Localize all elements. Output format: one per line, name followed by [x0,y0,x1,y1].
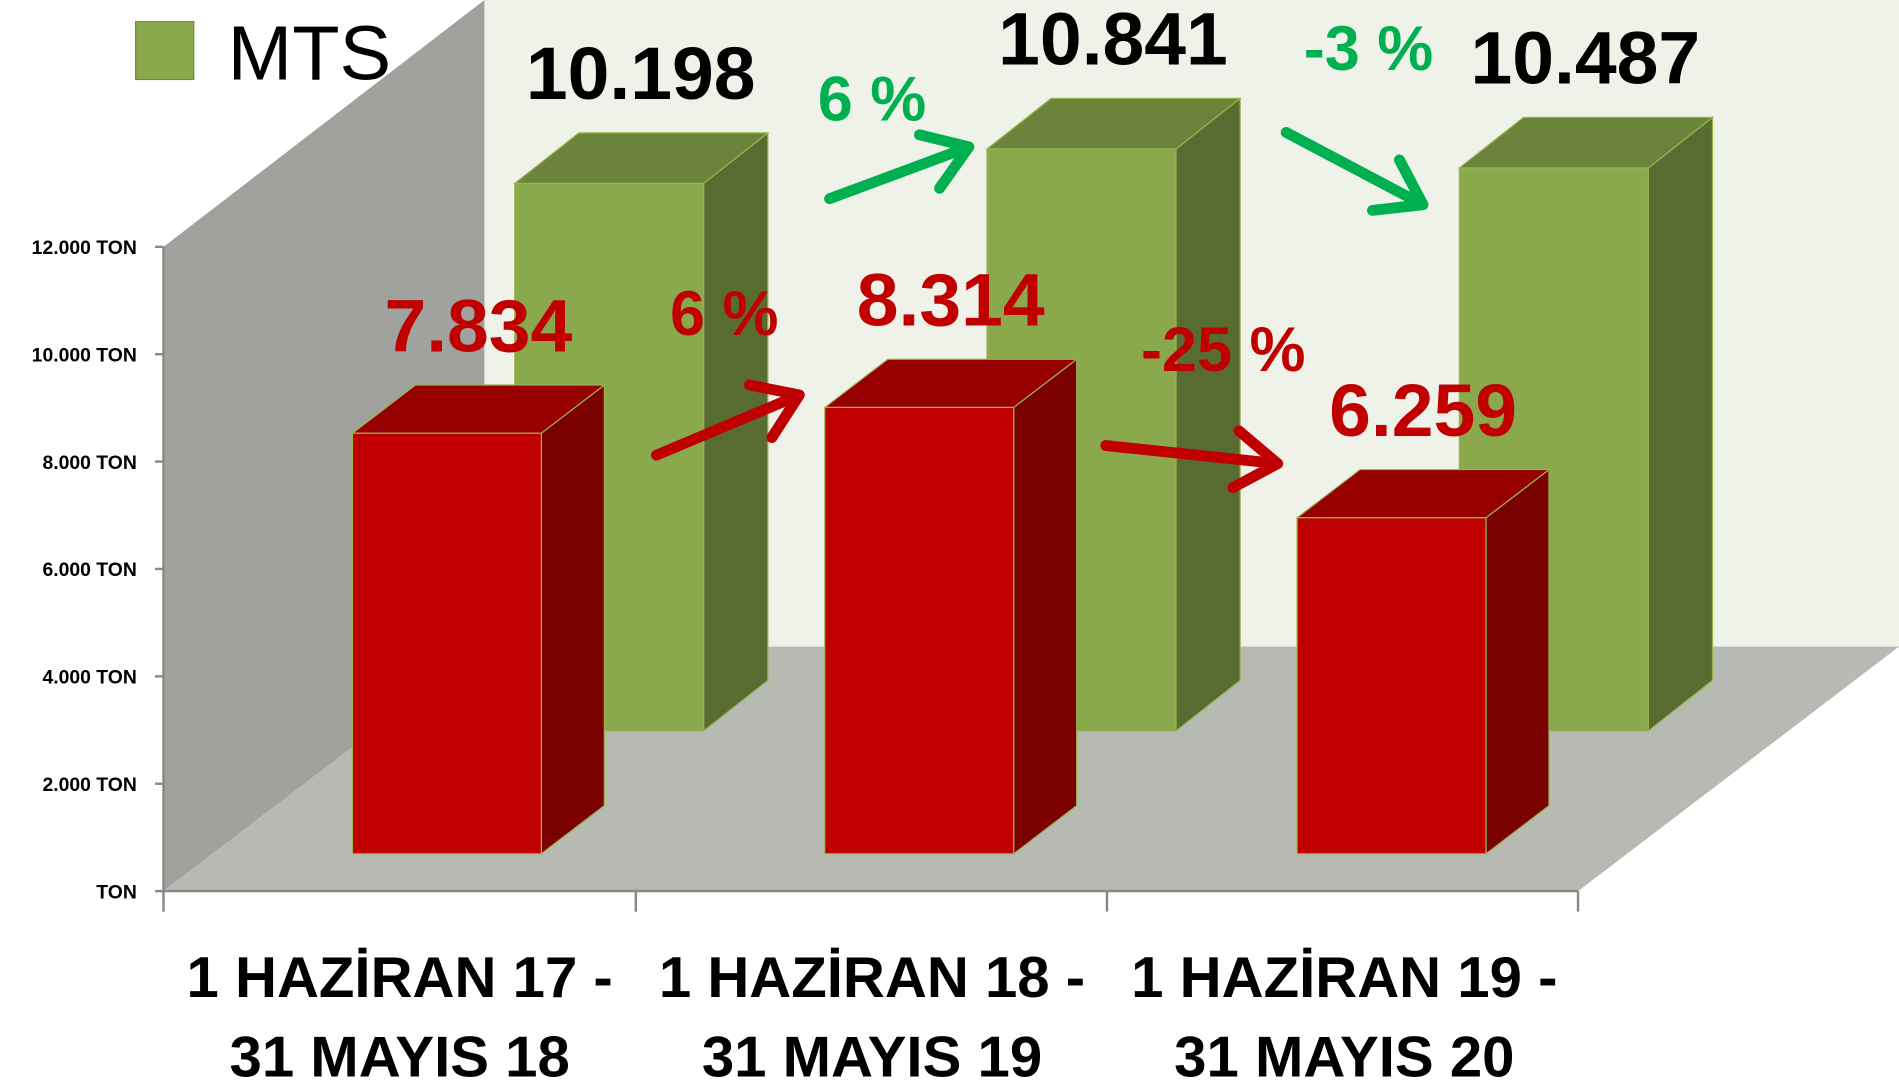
annotation: 6 % [670,279,778,349]
bar [1295,468,1551,855]
value-label: 10.487 [1471,16,1701,100]
bar-front [824,406,1015,855]
arrow [1280,127,1429,216]
value-label: 10.841 [998,0,1228,81]
y-tick-label: 10.000 TON [32,346,137,367]
y-tick-label: 4.000 TON [42,668,136,689]
x-tick-label: 31 MAYIS 18 [230,1026,570,1090]
value-label: 7.834 [384,283,572,367]
value-label: 6.259 [1329,368,1517,452]
value-label: 10.198 [526,31,756,115]
x-tick-label: 31 MAYIS 19 [702,1026,1042,1090]
x-tick-label: 1 HAZİRAN 19 - [1131,946,1557,1010]
arrow [824,129,975,205]
y-tick-label: TON [96,882,137,903]
bar-side [1175,97,1241,733]
annotation: 6 % [818,65,926,135]
y-tick-label: 6.000 TON [42,560,136,581]
legend-swatch [135,21,195,81]
legend-label: MTS [228,11,392,97]
bar [1457,116,1715,733]
y-tick-label: 12.000 TON [32,238,137,259]
bar [350,383,607,855]
y-tick-label: 2.000 TON [42,775,136,796]
arrow [1100,425,1284,494]
bar-side [1013,358,1078,855]
bar-side [1485,468,1550,855]
x-tick-label: 1 HAZİRAN 18 - [659,946,1085,1010]
annotation: -3 % [1304,14,1433,84]
y-tick-label: 8.000 TON [42,453,136,474]
bar-front [351,432,542,855]
bar-front [1296,517,1487,855]
annotation: -25 % [1141,315,1305,385]
bar-side [1647,116,1714,733]
x-tick-label: 31 MAYIS 20 [1174,1026,1514,1090]
value-label: 8.314 [857,258,1045,342]
bar-front [1458,167,1649,732]
axis-lines [162,246,1580,912]
x-tick-label: 1 HAZİRAN 17 - [187,946,613,1010]
arrow [650,379,805,461]
bar [822,358,1079,855]
bar-side [540,383,605,855]
